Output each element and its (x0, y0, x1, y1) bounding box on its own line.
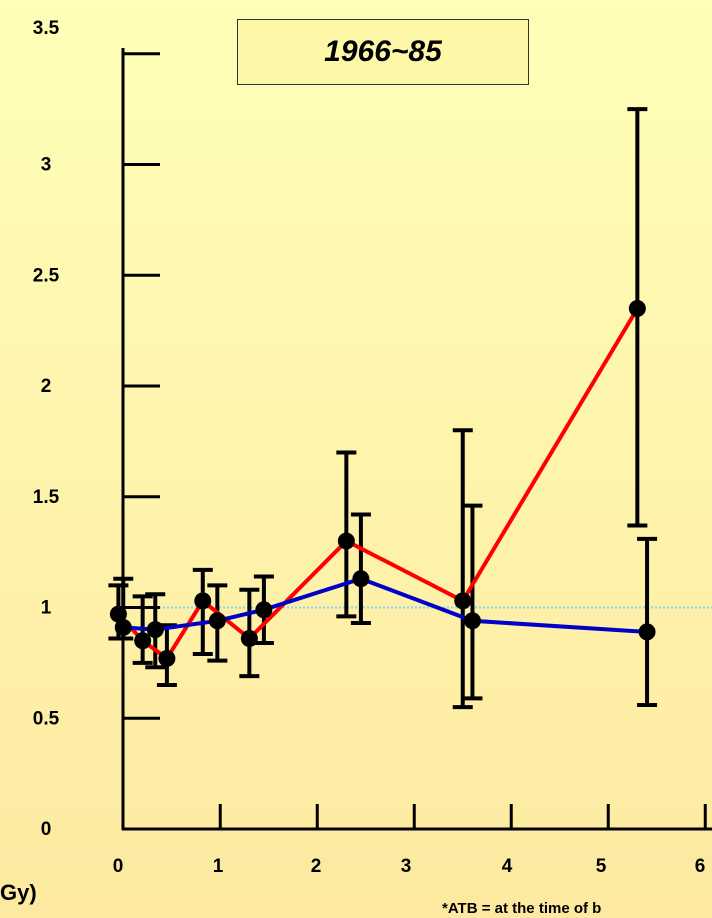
x-tick-label: 0 (113, 856, 124, 877)
data-point (134, 632, 152, 650)
chart-title-box: 1966~85 (237, 19, 529, 85)
x-tick-label: 2 (311, 856, 322, 877)
data-point (454, 592, 472, 610)
y-tick-label: 3 (41, 155, 52, 176)
error-bar (452, 428, 473, 710)
data-point (352, 570, 370, 588)
data-point (638, 623, 656, 641)
data-point (240, 630, 258, 648)
x-tick-label: 6 (695, 856, 706, 877)
chart-title: 1966~85 (324, 35, 442, 68)
y-tick-label: 2 (41, 376, 52, 397)
y-tick-label: 1.5 (33, 487, 60, 508)
footnote: *ATB = at the time of b (442, 900, 602, 917)
data-point (194, 592, 212, 610)
y-tick-label: 0.5 (33, 708, 60, 729)
data-point (628, 299, 646, 317)
x-tick-label: 1 (213, 856, 224, 877)
y-tick-label: 2.5 (33, 265, 60, 286)
error-bar (462, 503, 483, 701)
x-tick-label: 5 (596, 856, 607, 877)
data-point (146, 621, 164, 639)
axes: 0 0.5 1 1.5 2 2.5 3 3.5 0 1 2 3 4 5 6 (33, 18, 712, 877)
data-point (158, 649, 176, 667)
x-tick-label: 4 (502, 856, 513, 877)
data-point (114, 618, 132, 636)
x-axis-label: Gy) (0, 880, 37, 905)
error-bar (350, 512, 371, 626)
error-bar (192, 567, 213, 657)
data-point (109, 605, 127, 623)
error-bar (627, 107, 648, 528)
x-tick-label: 3 (401, 856, 412, 877)
y-tick-label: 3.5 (33, 18, 60, 39)
data-points (109, 299, 656, 667)
y-tick-label: 0 (41, 819, 52, 840)
error-bar (637, 536, 658, 707)
data-point (208, 612, 226, 630)
y-tick-label: 1 (41, 598, 52, 619)
data-point (463, 612, 481, 630)
data-point (255, 601, 273, 619)
data-point (337, 532, 355, 550)
